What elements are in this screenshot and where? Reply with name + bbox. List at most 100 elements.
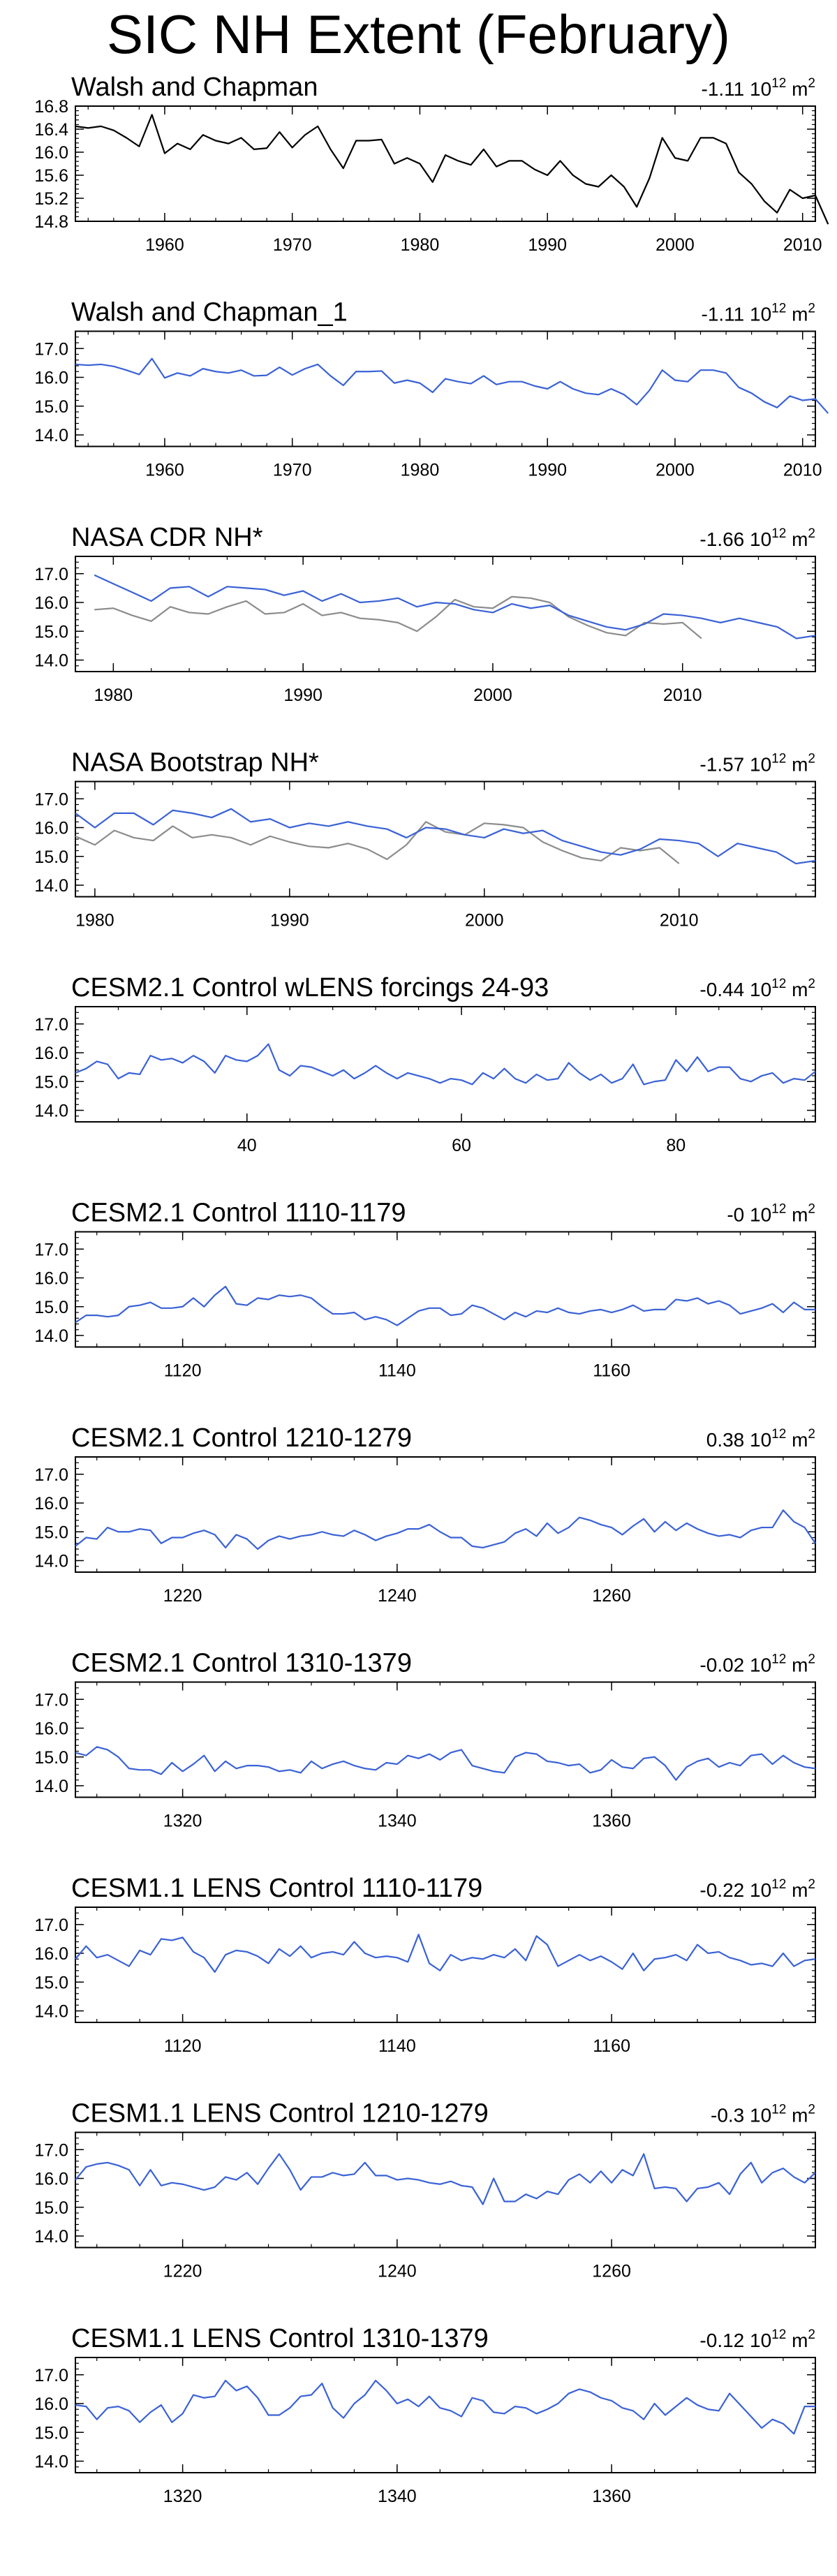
ytick-label: 16.4	[34, 120, 68, 140]
ytick-label: 14.0	[34, 1552, 68, 1571]
ytick-label: 15.0	[34, 2423, 68, 2443]
ytick-label: 17.0	[34, 339, 68, 359]
xtick-label: 1320	[163, 1812, 202, 1831]
plot-frame	[75, 1456, 816, 1573]
panel-10: CESM1.1 LENS Control 1310-1379 -0.12 1012…	[34, 2324, 816, 2506]
ytick-label: 17.0	[34, 1465, 68, 1485]
xtick-label: 80	[666, 1136, 686, 1155]
panel-title: CESM2.1 Control 1110-1179	[71, 1199, 406, 1228]
series-line-1	[75, 821, 680, 864]
ytick-label: 16.8	[34, 97, 68, 117]
ytick-label: 16.0	[34, 2394, 68, 2414]
xtick-label: 1340	[378, 1812, 417, 1831]
ytick-label: 17.0	[34, 2366, 68, 2385]
panel-2: NASA CDR NH* -1.66 1012 m2 14.0 15.0 16.0 17.…	[34, 523, 816, 705]
panel-title: NASA CDR NH*	[71, 523, 263, 552]
panel-7: CESM2.1 Control 1310-1379 -0.02 1012 m2 14…	[34, 1649, 816, 1831]
xtick-label: 1320	[163, 2487, 202, 2506]
plot-frame	[75, 105, 816, 222]
trend-label: -0.02 1012 m2	[699, 1652, 815, 1676]
ytick-label: 15.6	[34, 166, 68, 186]
xtick-label: 1140	[378, 1361, 416, 1381]
ytick-label: 15.0	[34, 1523, 68, 1542]
plot-frame	[75, 1681, 816, 1798]
ytick-label: 14.0	[34, 876, 68, 896]
ytick-label: 16.0	[34, 143, 68, 163]
xtick-label: 1980	[401, 235, 440, 255]
xtick-label: 1980	[401, 461, 440, 480]
panel-6: CESM2.1 Control 1210-1279 0.38 1012 m2 14.…	[34, 1423, 816, 1606]
xtick-label: 1970	[273, 461, 312, 480]
ytick-label: 16.0	[34, 593, 68, 613]
xtick-label: 1120	[164, 2036, 202, 2056]
ytick-label: 14.0	[34, 2227, 68, 2246]
xtick-label: 1240	[378, 1586, 417, 1606]
xtick-label: 1160	[593, 2036, 630, 2056]
xtick-label: 1960	[145, 461, 184, 480]
series-line-0	[75, 2153, 816, 2205]
panel-title: CESM2.1 Control 1310-1379	[71, 1649, 412, 1678]
panel-title: CESM1.1 LENS Control 1110-1179	[71, 1874, 482, 1903]
xtick-label: 2000	[473, 686, 512, 705]
panel-title: Walsh and Chapman	[71, 73, 318, 102]
xtick-label: 1220	[163, 2262, 202, 2281]
series-line-0	[75, 1934, 816, 1973]
xtick-label: 1360	[592, 1812, 631, 1831]
xtick-label: 1260	[592, 1586, 631, 1606]
panel-title: CESM2.1 Control 1210-1279	[71, 1423, 412, 1453]
ytick-label: 14.0	[34, 426, 68, 445]
trend-label: 0.38 1012 m2	[706, 1427, 815, 1451]
ytick-label: 15.0	[34, 847, 68, 867]
panel-5: CESM2.1 Control 1110-1179 -0 1012 m2 14.0 1…	[34, 1199, 816, 1381]
xtick-label: 1240	[378, 2262, 417, 2281]
trend-label: -0.3 1012 m2	[711, 2103, 815, 2126]
series-line-0	[75, 1285, 815, 1326]
trend-label: -1.11 1012 m2	[702, 302, 816, 325]
ytick-label: 17.0	[34, 1240, 68, 1259]
series-line-1	[94, 595, 702, 639]
ytick-label: 14.0	[34, 2002, 68, 2022]
xtick-label: 1340	[378, 2487, 417, 2506]
panel-title: Walsh and Chapman_1	[71, 298, 348, 327]
plot-frame	[75, 780, 816, 898]
plot-frame	[75, 330, 816, 447]
xtick-label: 1160	[593, 1361, 630, 1381]
trend-label: -1.11 1012 m2	[702, 76, 816, 100]
trend-label: -1.57 1012 m2	[699, 752, 815, 776]
ytick-label: 16.0	[34, 1269, 68, 1289]
plot-frame	[75, 2131, 816, 2249]
panel-3: NASA Bootstrap NH* -1.57 1012 m2 14.0 15.0 1…	[34, 748, 816, 931]
xtick-label: 40	[237, 1136, 257, 1155]
xtick-label: 1990	[528, 235, 567, 255]
panel-4: CESM2.1 Control wLENS forcings 24-93 -0.4…	[34, 973, 816, 1155]
panel-title: CESM1.1 LENS Control 1210-1279	[71, 2099, 489, 2129]
ytick-label: 15.0	[34, 622, 68, 642]
ytick-label: 14.0	[34, 651, 68, 671]
ytick-label: 14.0	[34, 1326, 68, 1346]
xtick-label: 60	[452, 1136, 471, 1155]
plot-frame	[75, 2357, 816, 2473]
ytick-label: 15.0	[34, 1298, 68, 1317]
ytick-label: 14.0	[34, 1777, 68, 1796]
series-line-0	[75, 2379, 815, 2435]
ytick-label: 14.8	[34, 212, 68, 232]
xtick-label: 1990	[270, 911, 309, 931]
series-line-0	[75, 114, 829, 225]
xtick-label: 1990	[528, 461, 567, 480]
figure-title: SIC NH Extent (February)	[107, 3, 730, 65]
ytick-label: 15.0	[34, 2198, 68, 2218]
xtick-label: 1980	[75, 911, 114, 931]
ytick-label: 15.0	[34, 397, 68, 417]
series-line-0	[75, 808, 816, 865]
trend-label: -0.22 1012 m2	[699, 1877, 815, 1901]
ytick-label: 16.0	[34, 1494, 68, 1513]
xtick-label: 1120	[164, 1361, 202, 1381]
series-line-0	[75, 357, 829, 414]
panel-title: CESM2.1 Control wLENS forcings 24-93	[71, 973, 549, 1002]
ytick-label: 15.0	[34, 1072, 68, 1092]
panel-8: CESM1.1 LENS Control 1110-1179 -0.22 1012…	[34, 1874, 816, 2056]
ytick-label: 17.0	[34, 1015, 68, 1035]
xtick-label: 2010	[783, 235, 822, 255]
xtick-label: 1990	[283, 686, 323, 705]
